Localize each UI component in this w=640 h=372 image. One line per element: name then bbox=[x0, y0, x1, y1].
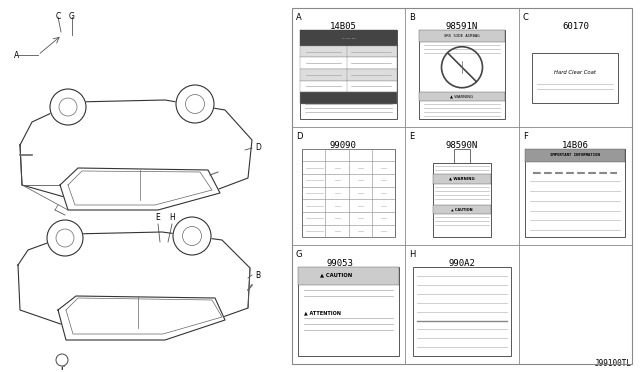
Text: ▲ WARNING: ▲ WARNING bbox=[451, 94, 474, 99]
Text: SRS SIDE AIRBAG: SRS SIDE AIRBAG bbox=[444, 34, 480, 38]
Text: ▲ ATTENTION: ▲ ATTENTION bbox=[304, 310, 341, 315]
Text: G: G bbox=[69, 12, 75, 21]
Bar bbox=[433, 163, 492, 237]
Bar bbox=[292, 8, 632, 364]
Bar bbox=[300, 58, 397, 69]
Bar bbox=[298, 267, 399, 285]
Bar bbox=[525, 149, 625, 162]
Polygon shape bbox=[58, 296, 225, 340]
Bar bbox=[532, 53, 618, 103]
Bar bbox=[300, 30, 397, 46]
Bar bbox=[419, 30, 505, 119]
Polygon shape bbox=[60, 168, 220, 210]
Bar bbox=[300, 30, 397, 119]
Text: Hard Clear Coat: Hard Clear Coat bbox=[554, 70, 596, 74]
Bar bbox=[302, 149, 396, 237]
Bar bbox=[300, 81, 397, 92]
Text: C: C bbox=[523, 13, 529, 22]
Bar bbox=[413, 267, 511, 356]
Text: D: D bbox=[255, 144, 261, 153]
Text: 14B06: 14B06 bbox=[562, 141, 589, 150]
Text: E: E bbox=[156, 213, 161, 222]
Text: A: A bbox=[296, 13, 301, 22]
Text: A: A bbox=[14, 51, 19, 60]
Bar bbox=[433, 205, 492, 214]
Circle shape bbox=[56, 354, 68, 366]
Text: H: H bbox=[410, 250, 416, 259]
Text: J99100TL: J99100TL bbox=[595, 359, 632, 368]
Text: B: B bbox=[410, 13, 415, 22]
Circle shape bbox=[50, 89, 86, 125]
Text: C: C bbox=[56, 12, 61, 21]
Bar bbox=[298, 267, 399, 356]
Text: 14B05: 14B05 bbox=[330, 22, 356, 31]
Text: H: H bbox=[169, 213, 175, 222]
Bar bbox=[419, 92, 505, 101]
Text: D: D bbox=[296, 132, 303, 141]
Text: E: E bbox=[410, 132, 415, 141]
Circle shape bbox=[176, 85, 214, 123]
Text: --- --- ---: --- --- --- bbox=[342, 36, 355, 40]
Text: 99053: 99053 bbox=[326, 259, 353, 268]
Circle shape bbox=[173, 217, 211, 255]
Circle shape bbox=[47, 220, 83, 256]
Text: 98590N: 98590N bbox=[446, 141, 478, 150]
Bar bbox=[433, 174, 492, 184]
Text: F: F bbox=[60, 363, 64, 372]
Text: 990A2: 990A2 bbox=[449, 259, 476, 268]
Polygon shape bbox=[20, 100, 252, 200]
Text: G: G bbox=[296, 250, 303, 259]
Bar bbox=[525, 149, 625, 237]
Bar bbox=[419, 30, 505, 42]
Bar bbox=[300, 92, 397, 103]
Text: 98591N: 98591N bbox=[446, 22, 478, 31]
Text: ▲ CAUTION: ▲ CAUTION bbox=[321, 273, 353, 278]
Text: ▲ CAUTION: ▲ CAUTION bbox=[451, 208, 473, 211]
Bar bbox=[300, 46, 397, 58]
Text: F: F bbox=[523, 132, 527, 141]
Polygon shape bbox=[18, 232, 250, 330]
Text: 99090: 99090 bbox=[330, 141, 356, 150]
Text: B: B bbox=[255, 270, 260, 279]
Text: IMPORTANT INFORMATION: IMPORTANT INFORMATION bbox=[550, 153, 600, 157]
Bar bbox=[454, 149, 470, 163]
Text: ▲ WARNING: ▲ WARNING bbox=[449, 177, 475, 181]
Bar bbox=[300, 69, 397, 81]
Text: 60170: 60170 bbox=[562, 22, 589, 31]
